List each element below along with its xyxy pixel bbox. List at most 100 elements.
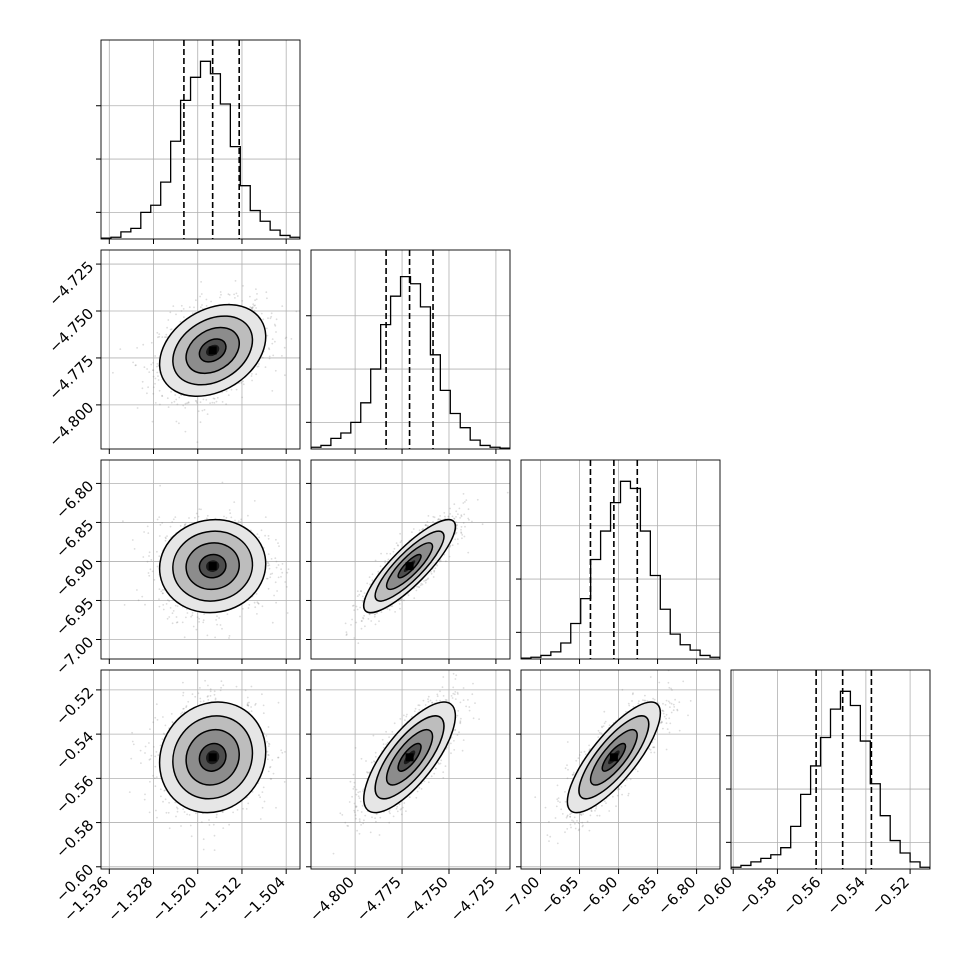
scatter-point — [266, 740, 269, 743]
scatter-point — [157, 379, 160, 381]
scatter-point — [359, 606, 361, 609]
scatter-point — [199, 700, 202, 703]
scatter-point — [206, 413, 209, 415]
scatter-point — [184, 407, 187, 409]
scatter-point — [164, 539, 167, 542]
scatter-point — [230, 388, 233, 391]
scatter-point — [166, 397, 169, 400]
scatter-point — [267, 742, 270, 745]
scatter-point — [392, 550, 395, 553]
scatter-point — [239, 615, 241, 618]
scatter-point — [159, 524, 162, 526]
scatter-point — [400, 540, 403, 542]
scatter-point — [460, 514, 463, 517]
scatter-point — [147, 532, 150, 534]
scatter-point — [152, 774, 155, 777]
scatter-point — [369, 583, 371, 586]
scatter-point — [151, 420, 154, 423]
scatter-point — [451, 515, 454, 518]
scatter-point — [456, 524, 458, 527]
scatter-point — [454, 538, 457, 541]
scatter-point — [374, 613, 377, 616]
scatter-point — [376, 612, 379, 614]
scatter-point — [202, 700, 205, 703]
scatter-point — [154, 355, 157, 357]
scatter-point — [218, 617, 221, 619]
scatter-point — [380, 611, 383, 613]
scatter-point — [200, 306, 202, 309]
scatter-point — [152, 369, 155, 372]
scatter-point — [183, 636, 186, 639]
scatter-point — [156, 565, 159, 568]
scatter-point — [235, 292, 238, 295]
scatter-point — [443, 512, 446, 514]
scatter-point — [188, 306, 191, 309]
scatter-point — [256, 601, 259, 604]
scatter-point — [467, 508, 470, 511]
scatter-point — [207, 699, 210, 701]
scatter-point — [135, 364, 137, 366]
scatter-point — [262, 318, 265, 321]
scatter-point — [154, 755, 157, 758]
scatter-point — [286, 612, 289, 614]
scatter-point — [192, 625, 195, 628]
scatter-point — [234, 519, 236, 522]
scatter-point — [271, 621, 274, 624]
scatter-point — [175, 313, 177, 316]
scatter-point — [424, 524, 427, 527]
scatter-point — [144, 752, 146, 754]
scatter-point — [174, 604, 177, 607]
scatter-point — [284, 751, 286, 753]
scatter-point — [379, 565, 382, 568]
scatter-point — [157, 375, 159, 377]
scatter-point — [248, 701, 250, 704]
scatter-point — [363, 614, 365, 617]
scatter-point — [152, 369, 154, 371]
panel-frame — [520, 459, 721, 660]
scatter-point — [275, 331, 277, 333]
scatter-point — [399, 607, 401, 610]
scatter-point — [281, 563, 284, 565]
density-peak — [208, 346, 217, 355]
scatter-point — [259, 818, 262, 820]
scatter-point — [144, 793, 146, 796]
scatter-point — [345, 631, 348, 633]
scatter-point — [162, 800, 164, 803]
scatter-point — [175, 420, 178, 423]
scatter-point — [136, 407, 139, 409]
scatter-point — [200, 293, 203, 295]
scatter-point — [355, 605, 358, 608]
scatter-point — [209, 402, 212, 404]
scatter-point — [151, 570, 154, 573]
scatter-point — [439, 515, 441, 517]
scatter-point — [150, 363, 153, 366]
scatter-point — [275, 601, 277, 604]
scatter-point — [363, 592, 366, 594]
scatter-point — [424, 581, 427, 584]
scatter-point — [373, 613, 376, 616]
scatter-point — [353, 609, 356, 612]
scatter-point — [457, 513, 459, 516]
scatter-point — [173, 400, 176, 403]
scatter-point — [181, 621, 184, 624]
scatter-point — [430, 570, 432, 573]
scatter-point — [136, 347, 139, 349]
scatter-point — [269, 777, 272, 780]
scatter-point — [219, 291, 222, 293]
scatter-point — [285, 336, 288, 339]
scatter-point — [444, 517, 447, 520]
scatter-point — [190, 835, 193, 838]
scatter-point — [255, 373, 258, 376]
scatter-point — [437, 518, 439, 521]
scatter-point — [191, 612, 194, 614]
scatter-point — [195, 628, 198, 631]
scatter-point — [235, 388, 238, 391]
scatter-point — [195, 512, 198, 515]
scatter-point — [277, 701, 280, 704]
scatter-point — [158, 333, 161, 335]
scatter-point — [161, 522, 164, 524]
scatter-point — [119, 348, 122, 350]
scatter-point — [266, 334, 269, 337]
scatter-point — [251, 308, 254, 311]
scatter-point — [161, 589, 164, 591]
